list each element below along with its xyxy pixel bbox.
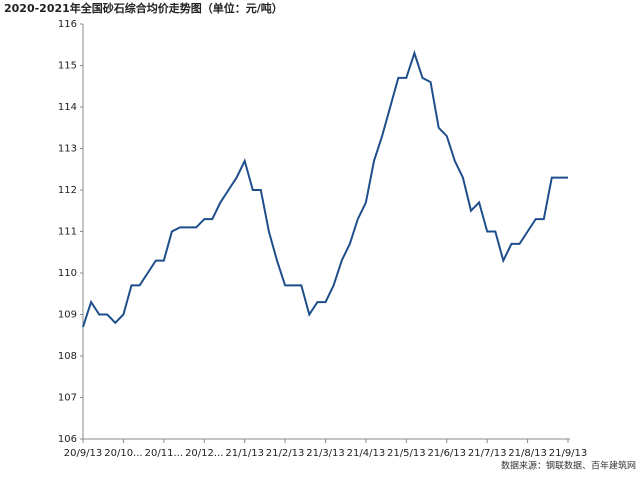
x-tick-label: 20/10... [104, 448, 142, 459]
y-tick-label: 114 [58, 102, 77, 113]
x-tick-label: 21/9/13 [549, 448, 588, 459]
line-series [82, 49, 568, 328]
y-tick-label: 109 [58, 310, 77, 321]
y-tick-label: 111 [58, 227, 77, 238]
x-tick-label: 21/1/13 [225, 448, 264, 459]
x-tick-label: 21/5/13 [387, 448, 426, 459]
y-tick-label: 110 [58, 268, 77, 279]
x-tick-label: 21/6/13 [427, 448, 466, 459]
x-tick-label: 21/8/13 [508, 448, 547, 459]
chart-title: 2020-2021年全国砂石综合均价走势图（单位：元/吨） [4, 1, 283, 15]
x-tick-label: 21/4/13 [347, 448, 386, 459]
y-tick-label: 106 [58, 434, 77, 445]
y-tick-label: 112 [58, 185, 77, 196]
x-tick-label: 20/11... [145, 448, 183, 459]
y-tick-label: 108 [58, 351, 77, 362]
x-tick-label: 21/2/13 [266, 448, 305, 459]
source-note: 数据来源：钢联数据、百年建筑网 [501, 460, 636, 472]
y-tick-label: 107 [58, 393, 77, 404]
y-tick-label: 115 [58, 61, 77, 72]
y-tick-label: 116 [58, 19, 77, 30]
x-tick-label: 20/12... [185, 448, 223, 459]
y-tick-label: 113 [58, 144, 77, 155]
x-tick-label: 21/3/13 [306, 448, 345, 459]
x-tick-label: 20/9/13 [64, 448, 103, 459]
x-tick-label: 21/7/13 [468, 448, 507, 459]
